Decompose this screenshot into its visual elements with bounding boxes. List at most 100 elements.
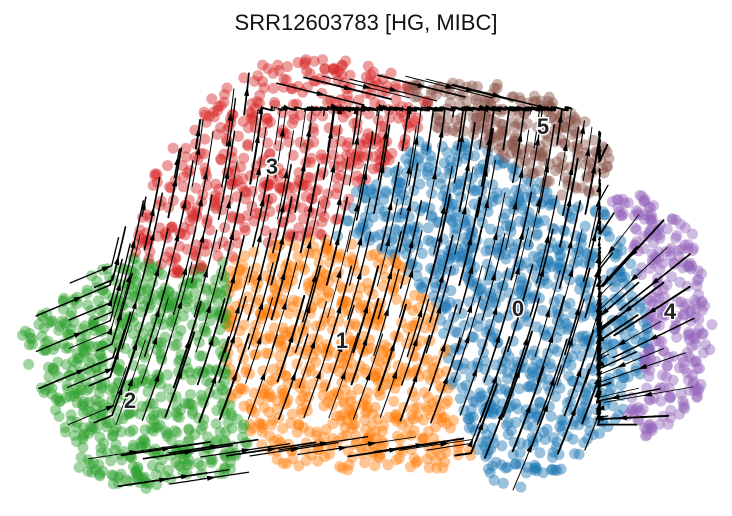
cell-point-cluster-2 xyxy=(195,262,207,274)
cell-point-cluster-0 xyxy=(422,234,434,246)
streamline-arrowhead xyxy=(525,403,531,414)
streamline-arrowhead xyxy=(389,86,400,92)
cell-point-cluster-0 xyxy=(546,464,558,476)
cell-point-cluster-0 xyxy=(458,215,470,227)
cell-point-cluster-4 xyxy=(634,406,646,418)
cell-point-cluster-0 xyxy=(568,204,579,216)
cell-point-cluster-1 xyxy=(293,418,305,430)
cell-point-cluster-2 xyxy=(211,405,223,416)
cell-point-cluster-2 xyxy=(171,339,183,350)
streamline-arrowhead xyxy=(417,307,423,318)
cell-point-cluster-4 xyxy=(656,311,668,323)
streamline-arrowhead xyxy=(574,305,580,316)
cell-point-cluster-0 xyxy=(616,311,628,323)
cell-point-cluster-0 xyxy=(615,366,627,378)
cell-point-cluster-2 xyxy=(146,459,158,471)
cell-point-cluster-5 xyxy=(568,112,580,124)
cell-point-cluster-3 xyxy=(225,179,237,191)
streamline-arrowhead xyxy=(522,336,528,346)
cell-point-cluster-5 xyxy=(564,114,576,126)
cell-point-cluster-2 xyxy=(184,367,196,378)
cell-point-cluster-3 xyxy=(422,95,434,107)
cell-point-cluster-2 xyxy=(116,454,128,466)
cell-point-cluster-1 xyxy=(343,459,355,471)
cell-point-cluster-2 xyxy=(104,384,116,396)
cell-point-cluster-2 xyxy=(187,399,199,411)
cell-point-cluster-3 xyxy=(385,67,397,79)
cell-point-cluster-4 xyxy=(670,232,682,244)
cell-point-cluster-5 xyxy=(560,122,572,134)
cell-point-cluster-3 xyxy=(248,215,260,227)
cell-point-cluster-0 xyxy=(442,352,454,364)
cell-point-cluster-1 xyxy=(256,426,268,438)
cell-point-cluster-1 xyxy=(338,408,350,420)
cell-point-cluster-2 xyxy=(155,348,167,360)
cell-point-cluster-0 xyxy=(416,281,428,293)
cell-point-cluster-4 xyxy=(661,360,673,371)
cell-point-cluster-2 xyxy=(40,344,52,356)
cell-point-cluster-0 xyxy=(445,161,457,173)
cell-point-cluster-1 xyxy=(372,314,384,326)
cell-point-cluster-0 xyxy=(507,449,519,460)
cell-point-cluster-0 xyxy=(447,216,459,228)
cell-point-cluster-2 xyxy=(83,427,95,439)
cell-point-cluster-0 xyxy=(484,290,496,302)
cell-point-cluster-3 xyxy=(332,124,344,136)
cell-point-cluster-2 xyxy=(71,348,83,359)
cell-point-cluster-1 xyxy=(403,417,414,429)
cell-point-cluster-3 xyxy=(264,116,276,128)
cell-point-cluster-2 xyxy=(219,463,231,475)
cell-point-cluster-3 xyxy=(335,169,347,181)
cell-point-cluster-3 xyxy=(316,153,328,165)
cell-point-cluster-0 xyxy=(579,393,591,405)
cell-point-cluster-1 xyxy=(287,301,299,313)
streamline-arrowhead xyxy=(544,307,550,318)
streamline-arrowhead xyxy=(570,406,577,416)
streamline-arrowhead xyxy=(172,177,178,187)
cell-point-cluster-4 xyxy=(649,251,661,263)
cell-point-cluster-2 xyxy=(205,453,217,465)
cell-point-cluster-3 xyxy=(327,63,339,75)
streamline-arrowhead xyxy=(154,266,159,277)
cell-point-cluster-1 xyxy=(291,426,303,438)
cell-point-cluster-1 xyxy=(295,394,307,406)
cell-point-cluster-4 xyxy=(687,356,699,368)
cell-point-cluster-2 xyxy=(47,363,59,375)
cell-point-cluster-2 xyxy=(60,392,72,404)
cell-point-cluster-1 xyxy=(276,293,288,305)
cell-point-cluster-3 xyxy=(351,170,363,182)
cell-point-cluster-0 xyxy=(555,325,567,336)
cell-point-cluster-3 xyxy=(208,106,220,118)
cell-point-cluster-0 xyxy=(398,189,410,201)
cell-point-cluster-5 xyxy=(461,95,473,107)
cell-point-cluster-1 xyxy=(370,367,382,379)
cell-point-cluster-2 xyxy=(73,388,85,399)
cell-point-cluster-0 xyxy=(586,305,598,317)
cell-point-cluster-0 xyxy=(530,260,542,271)
cell-point-cluster-5 xyxy=(444,97,456,109)
cell-point-cluster-5 xyxy=(430,89,442,101)
cell-point-cluster-0 xyxy=(505,425,517,437)
cell-point-cluster-5 xyxy=(552,122,564,134)
cell-point-cluster-3 xyxy=(226,251,238,263)
streamline-arrowhead xyxy=(130,238,136,249)
cell-point-cluster-4 xyxy=(675,296,687,308)
cell-point-cluster-3 xyxy=(237,173,249,185)
cell-point-cluster-2 xyxy=(50,404,62,416)
cell-point-cluster-0 xyxy=(493,153,505,165)
cluster-label-5: 5 xyxy=(537,114,549,139)
cell-point-cluster-5 xyxy=(445,88,457,100)
cell-point-cluster-3 xyxy=(171,263,183,275)
cell-point-cluster-0 xyxy=(639,353,651,365)
cell-point-cluster-0 xyxy=(584,425,596,437)
cell-point-cluster-4 xyxy=(689,311,701,323)
cell-point-cluster-4 xyxy=(679,222,691,234)
cell-point-cluster-0 xyxy=(463,215,475,227)
cell-point-cluster-3 xyxy=(314,228,325,240)
cell-point-cluster-0 xyxy=(476,217,488,229)
cell-point-cluster-1 xyxy=(416,433,428,445)
cell-point-cluster-3 xyxy=(287,108,299,120)
streamline-arrowhead xyxy=(567,239,573,249)
